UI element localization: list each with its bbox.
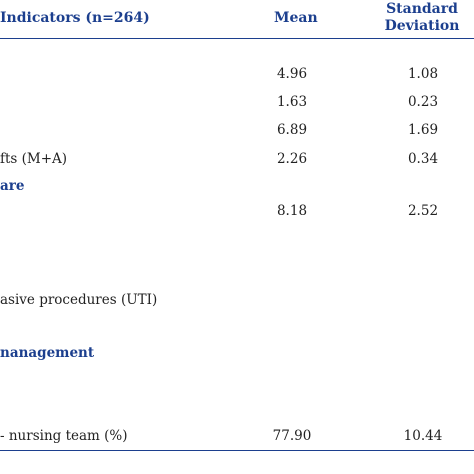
row-mean: 2.26 [276, 151, 308, 167]
row-sd: 0.23 [407, 94, 439, 110]
section-heading: are [0, 178, 25, 194]
mean-column-header: Mean [274, 10, 318, 26]
row-mean: 1.63 [276, 94, 308, 110]
row-mean: 77.90 [272, 428, 312, 444]
row-sd: 1.08 [407, 66, 439, 82]
row-mean: 8.18 [276, 203, 308, 219]
table-bottom-rule [0, 450, 474, 451]
section-heading: nanagement [0, 345, 95, 361]
row-sd: 10.44 [403, 428, 443, 444]
row-label: asive procedures (UTI) [0, 292, 158, 308]
indicators-column-header: Indicators (n=264) [0, 10, 150, 26]
sd-header-line-1: Standard [386, 1, 458, 17]
standard-deviation-column-header: Standard Deviation [376, 1, 468, 35]
row-label: - nursing team (%) [0, 428, 128, 444]
sd-header-line-2: Deviation [384, 18, 460, 34]
row-label: fts (M+A) [0, 151, 68, 167]
header-rule [0, 38, 474, 39]
row-mean: 6.89 [276, 122, 308, 138]
row-sd: 2.52 [407, 203, 439, 219]
row-mean: 4.96 [276, 66, 308, 82]
row-sd: 1.69 [407, 122, 439, 138]
row-sd: 0.34 [407, 151, 439, 167]
